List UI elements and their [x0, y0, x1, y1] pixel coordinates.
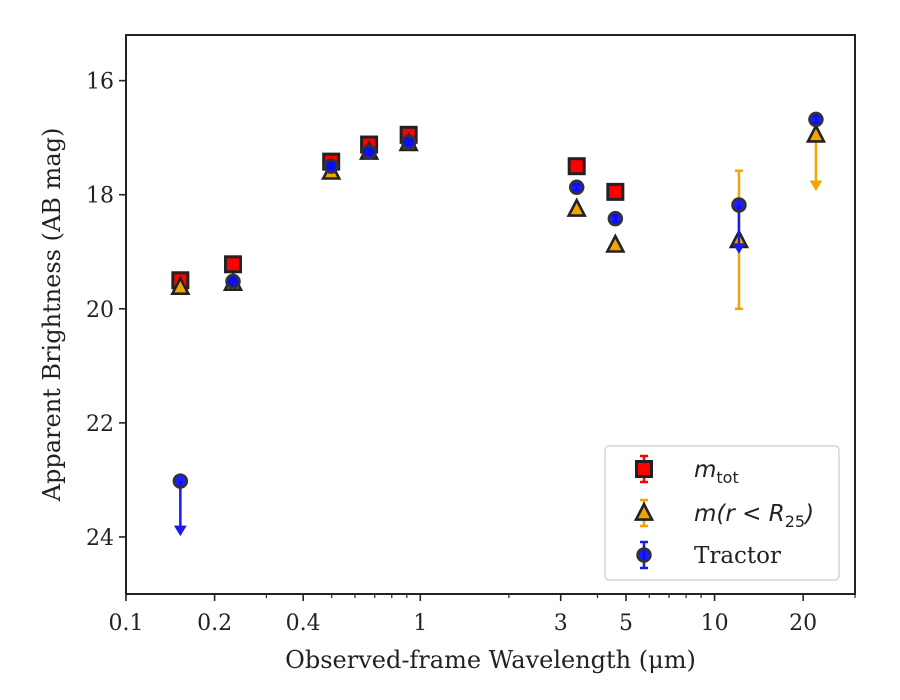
data-point — [361, 144, 377, 160]
upper-limit-arrowhead — [732, 243, 746, 254]
x-tick-label: 0.2 — [197, 611, 232, 636]
data-point — [568, 179, 585, 196]
data-point — [607, 210, 624, 227]
plot-frame — [125, 34, 856, 595]
upper-limit-arrowhead — [809, 180, 823, 191]
legend-entry: Tractor — [636, 540, 781, 570]
upper-limit-arrowhead — [173, 525, 187, 537]
series-circle — [172, 111, 824, 537]
data-point — [400, 134, 417, 150]
y-tick-label: 24 — [86, 526, 114, 551]
y-tick-label: 18 — [86, 184, 114, 209]
legend-marker — [633, 501, 655, 521]
x-tick-label: 1 — [413, 611, 427, 636]
legend-entry: m(r < R25) — [633, 498, 814, 531]
x-tick-label: 3 — [554, 611, 568, 636]
x-tick-label: 10 — [701, 611, 729, 636]
legend-label: mtot — [694, 457, 739, 487]
data-point — [224, 255, 243, 274]
legend-marker — [636, 547, 652, 563]
data-point — [170, 275, 191, 296]
legend: mtot m(r < R25) Tractor — [604, 445, 840, 581]
data-point — [323, 158, 339, 174]
data-point — [172, 473, 189, 489]
legend-label: m(r < R25) — [694, 501, 814, 531]
plot-area — [170, 111, 827, 537]
legend-entry: mtot — [635, 454, 739, 487]
x-tick-label: 0.4 — [286, 611, 321, 636]
y-tick-label: 16 — [86, 70, 114, 95]
y-tick-label: 22 — [86, 412, 114, 437]
y-tick-label: 20 — [86, 298, 114, 323]
data-point — [566, 197, 587, 217]
data-point — [605, 233, 626, 253]
x-axis: 0.1 0.2 0.4 1 3 5 10 20 — [109, 594, 856, 636]
x-axis-title: Observed-frame Wavelength (μm) — [285, 646, 696, 674]
legend-box — [604, 445, 840, 581]
x-tick-label: 5 — [619, 611, 633, 636]
data-point — [731, 197, 747, 213]
legend-marker — [635, 460, 653, 478]
data-point — [808, 111, 824, 128]
x-tick-label: 0.1 — [109, 611, 144, 636]
x-tick-label: 20 — [789, 611, 817, 636]
data-point — [567, 157, 586, 176]
data-point — [225, 273, 241, 290]
legend-label: Tractor — [694, 543, 781, 569]
data-point — [606, 182, 625, 201]
series-square — [171, 125, 625, 290]
y-axis: 16 18 20 22 24 — [86, 70, 126, 551]
data-point — [805, 123, 827, 143]
y-axis-title: Apparent Brightness (AB mag) — [38, 128, 66, 503]
